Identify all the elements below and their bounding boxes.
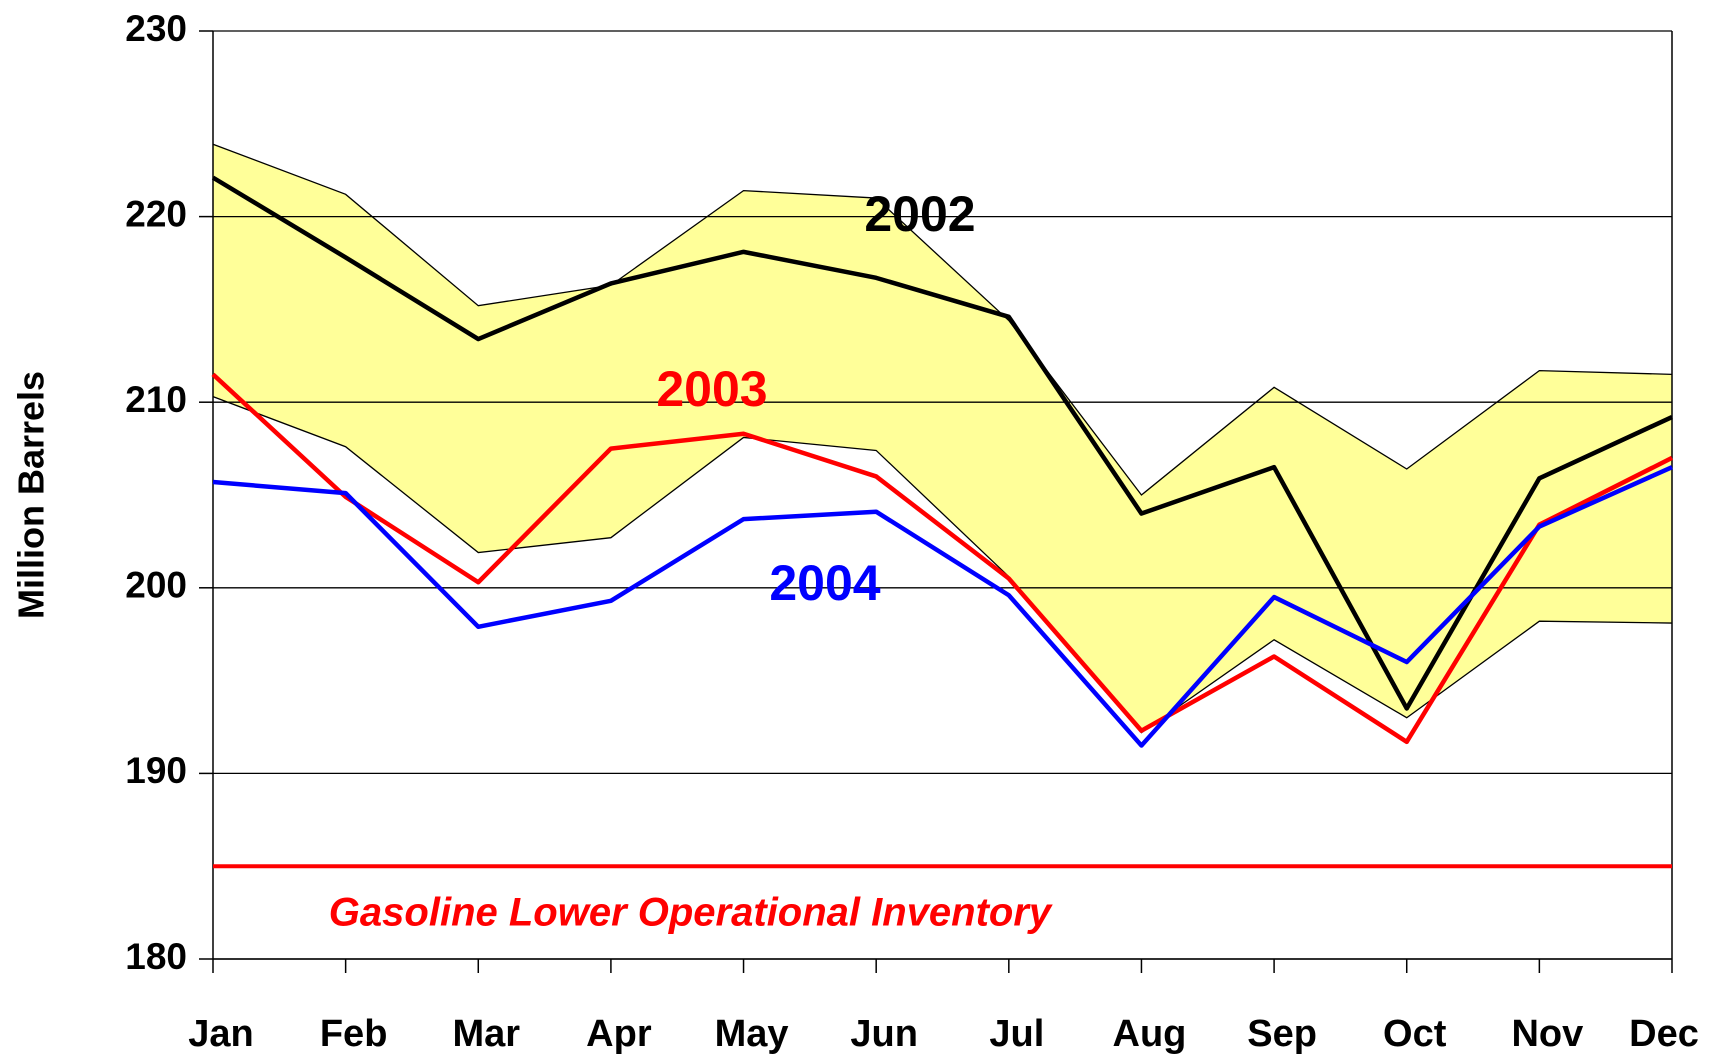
x-tick-label: Feb: [320, 1013, 388, 1055]
series-label: 2003: [656, 361, 767, 417]
x-tick-label: Oct: [1383, 1013, 1447, 1055]
y-tick-label: 220: [125, 193, 187, 234]
y-tick-label: 190: [125, 750, 187, 791]
reference-label: Gasoline Lower Operational Inventory: [329, 891, 1053, 935]
x-tick-label: Dec: [1629, 1013, 1699, 1055]
band-area: [213, 144, 1672, 733]
x-tick-label: Apr: [586, 1013, 652, 1055]
series-line: [211, 372, 1674, 745]
x-tick-label: Jan: [188, 1013, 253, 1055]
series-line: [211, 175, 1673, 711]
y-tick-label: 200: [125, 565, 187, 606]
y-axis-label: Million Barrels: [11, 371, 52, 619]
series-label: 2002: [864, 186, 975, 242]
x-tick-label: Sep: [1247, 1013, 1317, 1055]
x-tick-label: Nov: [1511, 1013, 1583, 1055]
x-tick-label: Aug: [1113, 1013, 1187, 1055]
x-tick-label: Jun: [850, 1013, 918, 1055]
x-tick-label: May: [715, 1013, 789, 1055]
y-tick-label: 210: [125, 379, 187, 420]
x-tick-label: Jul: [989, 1013, 1044, 1055]
y-tick-label: 230: [125, 8, 187, 49]
x-tick-label: Mar: [452, 1013, 520, 1055]
y-tick-label: 180: [125, 936, 187, 977]
series-label: 2004: [769, 555, 880, 611]
band-edge: [212, 143, 1673, 496]
series-line: [212, 465, 1673, 748]
